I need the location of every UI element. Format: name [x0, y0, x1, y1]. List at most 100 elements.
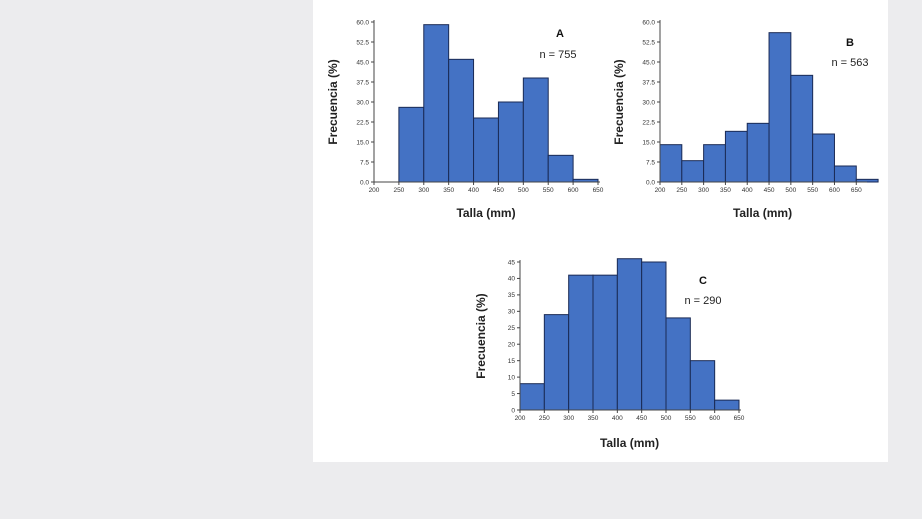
- y-tick-label: 10: [508, 374, 516, 381]
- x-axis-title: Talla (mm): [733, 206, 792, 220]
- panel-letter: C: [699, 275, 707, 287]
- y-tick-label: 30.0: [642, 99, 655, 106]
- y-tick-label: 22.5: [356, 119, 369, 126]
- histogram-bar: [423, 24, 450, 183]
- y-tick-label: 52.5: [356, 39, 369, 46]
- x-tick-label: 350: [588, 415, 599, 422]
- x-tick-label: 300: [563, 415, 574, 422]
- y-tick-label: 30.0: [356, 99, 369, 106]
- x-tick-label: 200: [515, 415, 526, 422]
- histogram-bar: [665, 317, 691, 411]
- panel-letter: B: [846, 37, 854, 49]
- histogram-bar: [833, 165, 857, 183]
- x-tick-label: 300: [418, 187, 429, 194]
- y-tick-label: 45.0: [642, 59, 655, 66]
- histogram-bar: [473, 117, 499, 183]
- y-tick-label: 15: [508, 358, 516, 365]
- figure-panel: 0.0 7.5 15.0 22.5 30.0 37.5 45.0 52.5 60.0 200 250…: [313, 0, 888, 462]
- y-axis-title: Frecuencia (%): [326, 59, 340, 144]
- chart-c: 0 5 10 15 20 25 30 35 40 45 200 250 300 350 400 450 500 5…: [474, 258, 745, 450]
- y-tick-label: 0.0: [646, 179, 655, 186]
- y-tick-label: 0: [511, 407, 515, 414]
- y-tick-label: 45.0: [356, 59, 369, 66]
- sample-size-label: n = 755: [539, 49, 576, 61]
- histogram-bar: [568, 274, 594, 411]
- histogram-bar: [714, 399, 740, 411]
- x-tick-label: 350: [443, 187, 454, 194]
- histogram-bar: [547, 154, 574, 183]
- x-tick-label: 250: [676, 187, 687, 194]
- y-tick-label: 40: [508, 276, 516, 283]
- histogram-bar: [790, 74, 814, 183]
- histogram-bar: [746, 122, 770, 183]
- x-tick-label: 300: [698, 187, 709, 194]
- y-tick-label: 37.5: [642, 79, 655, 86]
- y-tick-label: 60.0: [642, 19, 655, 26]
- histogram-bar: [681, 160, 705, 183]
- x-axis-title: Talla (mm): [456, 206, 515, 220]
- x-tick-label: 500: [661, 415, 672, 422]
- x-tick-label: 600: [829, 187, 840, 194]
- x-tick-label: 250: [393, 187, 404, 194]
- histogram-bar: [497, 101, 524, 183]
- y-tick-label: 45: [508, 259, 516, 266]
- histogram-bar: [398, 106, 425, 183]
- x-tick-label: 650: [593, 187, 604, 194]
- sample-size-label: n = 290: [684, 295, 721, 307]
- x-tick-label: 200: [369, 187, 380, 194]
- y-tick-label: 15.0: [356, 139, 369, 146]
- x-tick-label: 650: [851, 187, 862, 194]
- x-tick-label: 550: [807, 187, 818, 194]
- x-tick-label: 500: [785, 187, 796, 194]
- y-tick-label: 30: [508, 309, 516, 316]
- panel-letter: A: [556, 28, 564, 40]
- y-tick-label: 7.5: [646, 159, 655, 166]
- y-tick-label: 35: [508, 292, 516, 299]
- histogram-bar: [519, 383, 545, 411]
- x-tick-label: 450: [636, 415, 647, 422]
- x-tick-label: 450: [493, 187, 504, 194]
- y-tick-label: 0.0: [360, 179, 369, 186]
- x-tick-label: 550: [685, 415, 696, 422]
- y-axis-title: Frecuencia (%): [612, 59, 626, 144]
- y-tick-label: 20: [508, 342, 516, 349]
- x-tick-label: 200: [655, 187, 666, 194]
- y-tick-label: 15.0: [642, 139, 655, 146]
- y-tick-label: 25: [508, 325, 516, 332]
- x-tick-label: 600: [568, 187, 579, 194]
- y-tick-label: 37.5: [356, 79, 369, 86]
- x-tick-label: 400: [468, 187, 479, 194]
- histogram-bar: [592, 274, 618, 411]
- histogram-bar: [543, 314, 570, 411]
- y-tick-label: 5: [511, 391, 515, 398]
- histogram-bar: [659, 144, 683, 183]
- histogram-bar: [812, 133, 835, 183]
- histogram-bar: [616, 258, 643, 411]
- x-tick-label: 600: [709, 415, 720, 422]
- y-axis-title: Frecuencia (%): [474, 293, 488, 378]
- histogram-bar: [448, 58, 475, 183]
- y-tick-label: 22.5: [642, 119, 655, 126]
- histogram-bar: [641, 261, 667, 411]
- x-tick-label: 350: [720, 187, 731, 194]
- x-tick-label: 650: [734, 415, 745, 422]
- histogram-bar: [703, 144, 726, 183]
- histogram-bar: [855, 178, 879, 183]
- x-tick-label: 250: [539, 415, 550, 422]
- chart-a: 0.0 7.5 15.0 22.5 30.0 37.5 45.0 52.5 60.0 200 250…: [326, 19, 604, 220]
- y-tick-label: 52.5: [642, 39, 655, 46]
- x-tick-label: 400: [612, 415, 623, 422]
- x-axis-title: Talla (mm): [600, 436, 659, 450]
- y-tick-label: 60.0: [356, 19, 369, 26]
- y-tick-label: 7.5: [360, 159, 369, 166]
- x-tick-label: 450: [764, 187, 775, 194]
- sample-size-label: n = 563: [831, 57, 868, 69]
- chart-b: 0.0 7.5 15.0 22.5 30.0 37.5 45.0 52.5 60.0 200 250…: [612, 19, 879, 220]
- histogram-bar: [522, 77, 549, 183]
- x-tick-label: 500: [518, 187, 529, 194]
- x-tick-label: 400: [742, 187, 753, 194]
- x-tick-label: 550: [543, 187, 554, 194]
- histogram-bar: [768, 32, 792, 183]
